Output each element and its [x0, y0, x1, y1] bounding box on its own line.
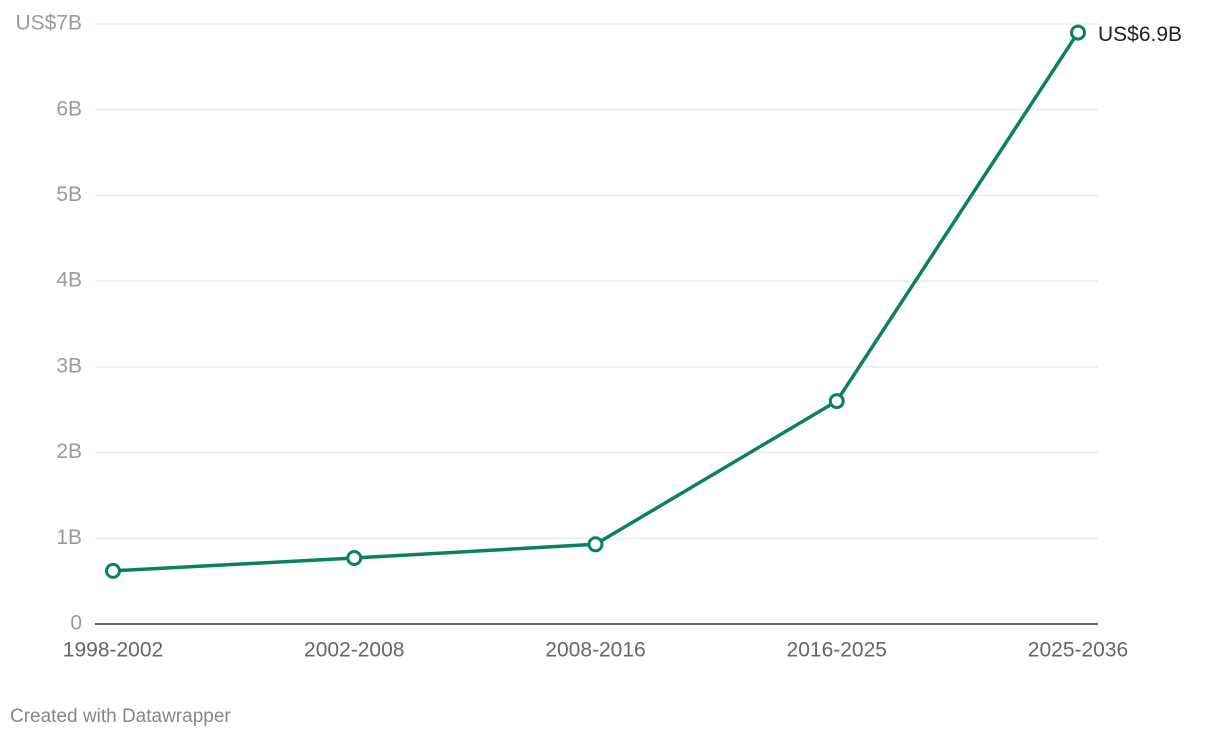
- point: [346, 550, 363, 566]
- y-tick-label: 2B: [56, 440, 82, 463]
- credit: Created with Datawrapper: [10, 706, 231, 727]
- point: [587, 536, 604, 553]
- x-tick-label: 1998-2002: [63, 639, 163, 662]
- line: [112, 31, 1080, 573]
- point: [828, 393, 845, 410]
- y-tick-label: 1B: [56, 526, 82, 549]
- x-tick-label: 2016-2025: [787, 639, 887, 662]
- y-tick-label: 5B: [56, 183, 82, 206]
- x-tick-label: 2025-2036: [1028, 639, 1128, 662]
- point: [1070, 24, 1086, 41]
- y-tick-label: US$7B: [15, 12, 82, 35]
- value-label: US$6.9B: [1098, 23, 1182, 46]
- y-tick-label: 3B: [56, 354, 82, 377]
- x-tick-label: 2002-2008: [304, 639, 404, 662]
- x-tick-label: 2008-2016: [545, 639, 645, 662]
- y-tick-label: 6B: [56, 97, 82, 120]
- y-tick-label: 0: [70, 612, 82, 635]
- y-tick-label: 4B: [56, 269, 82, 292]
- point: [105, 562, 121, 579]
